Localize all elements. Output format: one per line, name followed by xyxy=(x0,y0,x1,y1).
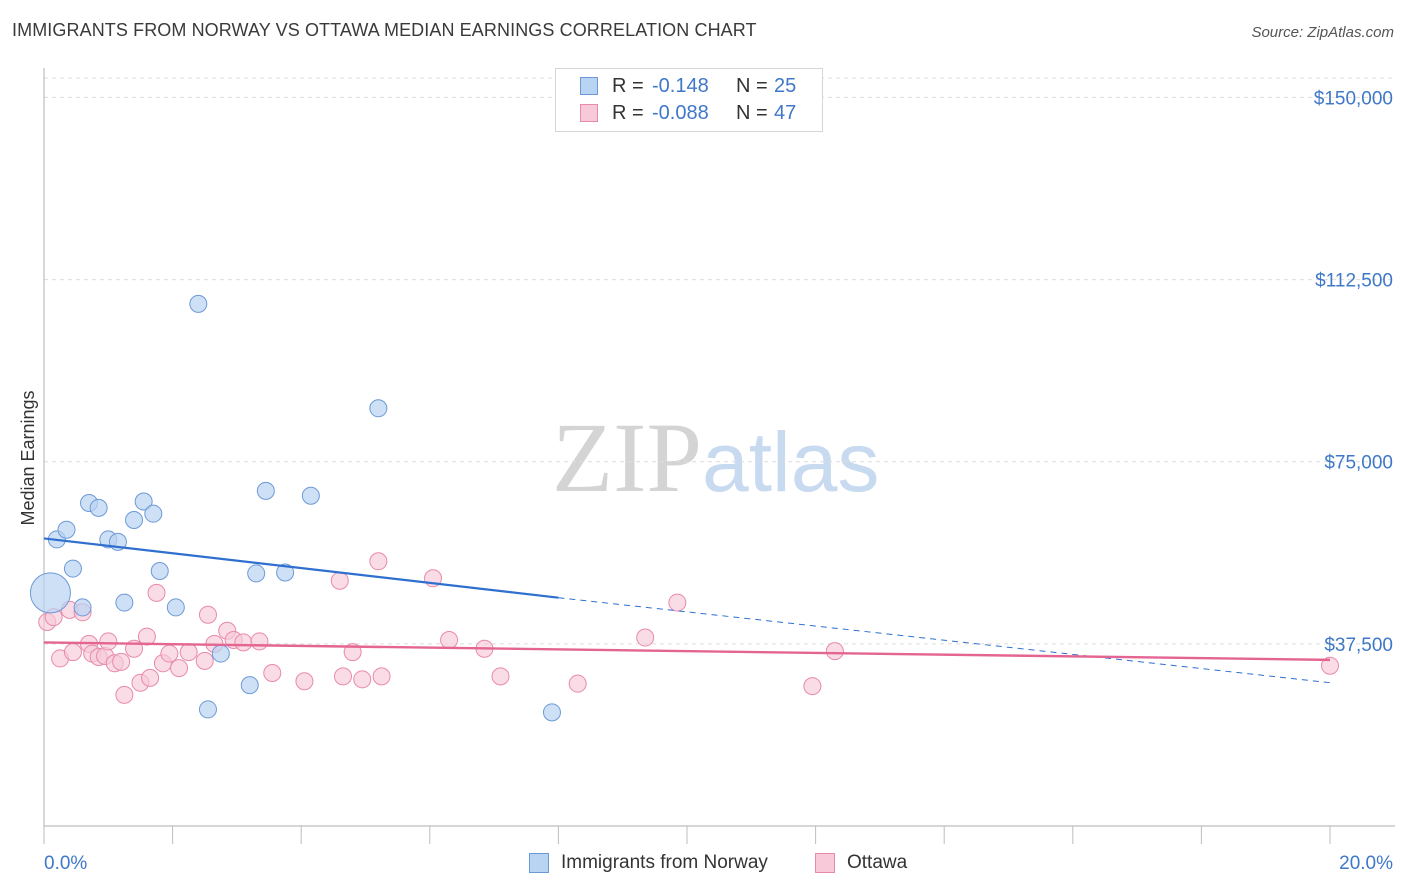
ottawa-point xyxy=(141,668,160,687)
legend-r-label: R = xyxy=(612,102,644,124)
legend-n-value: 47 xyxy=(774,102,797,124)
norway-point xyxy=(301,486,320,505)
ottawa-point xyxy=(668,593,687,612)
y-tick-label: $112,500 xyxy=(1315,271,1393,292)
norway-point xyxy=(247,564,266,583)
ottawa-point xyxy=(636,628,655,647)
ottawa-point xyxy=(147,583,166,602)
ottawa-trend-line xyxy=(43,641,1331,662)
ottawa-point xyxy=(112,652,131,671)
source-label: Source: ZipAtlas.com xyxy=(1251,24,1394,41)
ottawa-point xyxy=(137,627,156,646)
series-swatch-ottawa xyxy=(815,853,835,873)
y-axis-label: Median Earnings xyxy=(18,390,38,525)
ottawa-point xyxy=(369,552,388,571)
ottawa-point xyxy=(263,664,282,682)
ottawa-point xyxy=(99,632,118,651)
norway-point xyxy=(542,703,561,722)
series-label-norway: Immigrants from Norway xyxy=(561,852,768,873)
ottawa-point xyxy=(295,672,314,691)
ottawa-point xyxy=(491,667,510,686)
norway-point xyxy=(115,593,134,612)
norway-point xyxy=(211,644,230,663)
ottawa-point xyxy=(803,677,822,696)
norway-point xyxy=(256,481,275,500)
ottawa-point xyxy=(63,643,82,662)
norway-point xyxy=(369,399,388,418)
ottawa-point xyxy=(1321,656,1339,675)
legend-n-label: N = xyxy=(736,102,768,124)
norway-point xyxy=(73,598,92,617)
ottawa-point xyxy=(250,632,269,651)
series-label-ottawa: Ottawa xyxy=(847,852,908,873)
ottawa-point xyxy=(160,644,179,663)
legend-r-value: -0.148 xyxy=(652,75,709,97)
ottawa-point xyxy=(343,643,362,662)
norway-point xyxy=(89,498,108,517)
legend-swatch-ottawa xyxy=(580,104,598,122)
legend-n-label: N = xyxy=(736,75,768,97)
series-swatch-norway xyxy=(529,853,549,873)
chart-title: IMMIGRANTS FROM NORWAY VS OTTAWA MEDIAN … xyxy=(12,20,757,40)
ottawa-point xyxy=(333,667,352,686)
correlation-legend: R = -0.148 N = 25 R = -0.088 N = 47 xyxy=(555,68,823,132)
y-tick-label: $37,500 xyxy=(1324,635,1393,656)
norway-point xyxy=(144,504,163,523)
ottawa-point xyxy=(353,670,372,689)
x-tick-label: 20.0% xyxy=(1339,853,1393,874)
norway-point xyxy=(29,572,71,614)
y-tick-label: $75,000 xyxy=(1324,453,1393,474)
norway-point xyxy=(276,563,295,582)
norway-point xyxy=(166,598,185,617)
ottawa-point xyxy=(440,630,459,649)
norway-point xyxy=(240,676,259,695)
norway-point xyxy=(57,520,76,539)
norway-point xyxy=(150,562,169,580)
norway-point xyxy=(189,294,208,313)
x-tick-label: 0.0% xyxy=(44,853,87,874)
legend-r-label: R = xyxy=(612,75,644,97)
ottawa-point xyxy=(170,659,189,678)
ottawa-point xyxy=(372,667,391,686)
legend-n-value: 25 xyxy=(774,75,797,97)
ottawa-point xyxy=(198,605,217,624)
norway-point xyxy=(125,511,144,529)
ottawa-point xyxy=(195,651,214,670)
legend-swatch-norway xyxy=(580,77,598,95)
norway-trend-line xyxy=(43,537,559,599)
norway-point xyxy=(198,700,217,719)
ottawa-point xyxy=(825,642,844,661)
ottawa-point xyxy=(179,643,198,662)
ottawa-point xyxy=(568,674,587,693)
ottawa-point xyxy=(234,633,253,652)
legend-r-value: -0.088 xyxy=(652,102,709,124)
norway-point xyxy=(134,492,153,511)
norway-point xyxy=(63,559,82,578)
y-tick-label: $150,000 xyxy=(1314,88,1393,109)
norway-trend-extension xyxy=(558,597,1331,684)
ottawa-point xyxy=(115,685,134,704)
ottawa-point xyxy=(330,571,349,590)
